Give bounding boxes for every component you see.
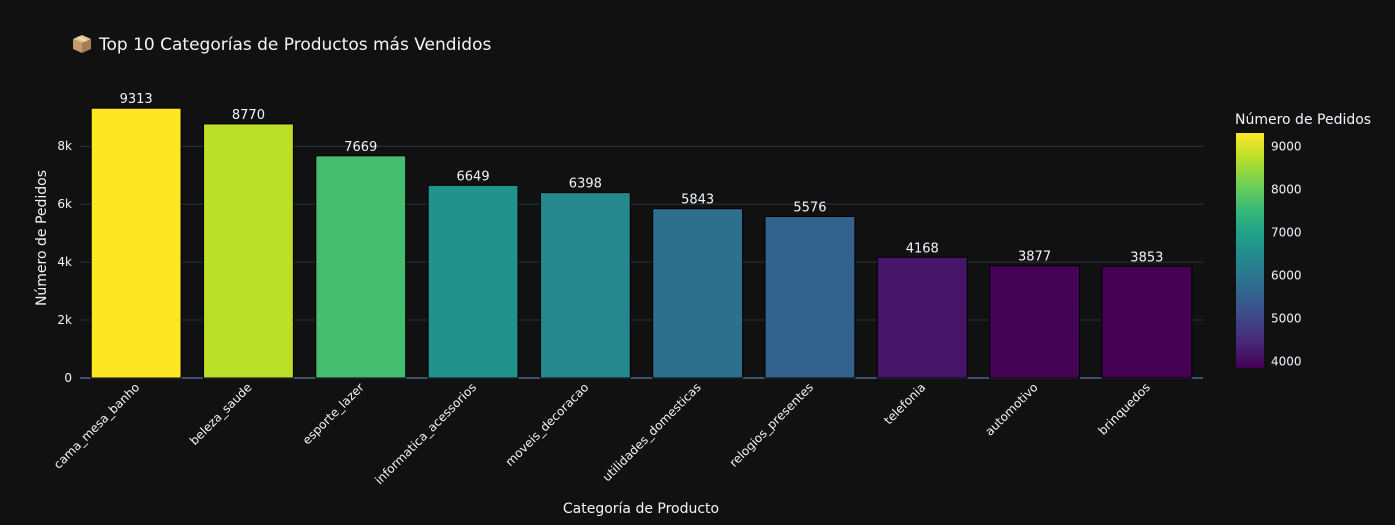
bars (90, 107, 1193, 379)
bar-data-labels: 9313 8770 7669 6649 6398 5843 5576 4168 3877 3853 (120, 92, 1164, 265)
y-tick-label: 8k (57, 139, 72, 153)
bar-value-label: 7669 (344, 140, 377, 155)
bar (539, 192, 631, 379)
x-tick-label: utilidades_domesticas (600, 380, 704, 484)
colorbar: Número de Pedidos 4000 5000 6000 7000 8000 90… (1235, 112, 1371, 369)
colorbar-tick-label: 7000 (1271, 226, 1302, 240)
bar (203, 123, 294, 379)
bar-value-label: 4168 (906, 241, 939, 256)
colorbar-tick-label: 5000 (1271, 312, 1302, 326)
x-tick-label: brinquedos (1095, 380, 1152, 437)
bar (989, 265, 1080, 379)
colorbar-ticks: 4000 5000 6000 7000 8000 9000 (1271, 139, 1302, 368)
x-tick-label: esporte_lazer (300, 380, 367, 447)
bar (764, 215, 856, 379)
x-tick-label: beleza_saude (187, 380, 255, 448)
y-tick-label: 4k (57, 255, 72, 269)
bar (90, 107, 182, 379)
chart-title: Top 10 Categorías de Productos más Vendi… (98, 35, 491, 55)
x-tick-label: moveis_decoracao (503, 380, 592, 469)
colorbar-title: Número de Pedidos (1235, 112, 1371, 128)
x-tick-label: automotivo (982, 380, 1040, 438)
bar (1101, 265, 1193, 379)
x-tick-label: relogios_presentes (727, 380, 816, 469)
bar-value-label: 6649 (457, 169, 490, 184)
bar-value-label: 3853 (1130, 250, 1163, 265)
bar-value-label: 8770 (232, 108, 265, 123)
bar (652, 208, 744, 379)
colorbar-tick-label: 6000 (1271, 269, 1302, 283)
chart-title-group: Top 10 Categorías de Productos más Vendi… (73, 35, 491, 55)
colorbar-gradient (1236, 133, 1264, 368)
colorbar-tick-label: 8000 (1271, 183, 1302, 197)
y-axis-title: Número de Pedidos (34, 170, 50, 306)
colorbar-tick-label: 4000 (1271, 355, 1302, 369)
x-tick-label: telefonia (881, 380, 928, 427)
colorbar-tick-label: 9000 (1271, 139, 1302, 153)
x-axis-ticks: cama_mesa_banho beleza_saude esporte_lazer… (51, 380, 1153, 487)
bar (876, 256, 968, 379)
bar (427, 184, 519, 379)
y-tick-label: 0 (64, 371, 72, 385)
package-icon (73, 35, 91, 53)
y-axis-ticks: 0 2k 4k 6k 8k (57, 139, 72, 385)
x-axis-title: Categoría de Producto (563, 501, 719, 517)
bar-value-label: 3877 (1018, 250, 1051, 265)
x-tick-label: informatica_acessorios (372, 380, 479, 487)
bar-value-label: 9313 (120, 92, 153, 107)
bar-value-label: 5843 (681, 193, 714, 208)
y-tick-label: 2k (57, 313, 72, 327)
bar-value-label: 5576 (793, 200, 826, 215)
x-tick-label: cama_mesa_banho (51, 380, 142, 471)
bar (315, 155, 407, 379)
bar-value-label: 6398 (569, 177, 602, 192)
y-tick-label: 6k (57, 197, 72, 211)
